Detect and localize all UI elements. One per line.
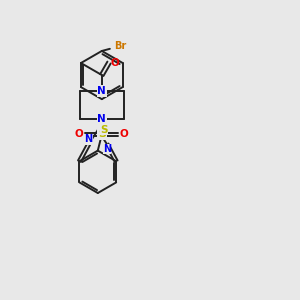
Text: Br: Br	[114, 41, 127, 51]
Text: S: S	[100, 125, 107, 135]
Text: N: N	[98, 86, 106, 96]
Text: N: N	[98, 114, 106, 124]
Text: S: S	[98, 130, 106, 140]
Text: O: O	[111, 58, 119, 68]
Text: O: O	[120, 130, 129, 140]
Text: O: O	[75, 130, 84, 140]
Text: N: N	[85, 134, 93, 145]
Text: N: N	[103, 144, 111, 154]
